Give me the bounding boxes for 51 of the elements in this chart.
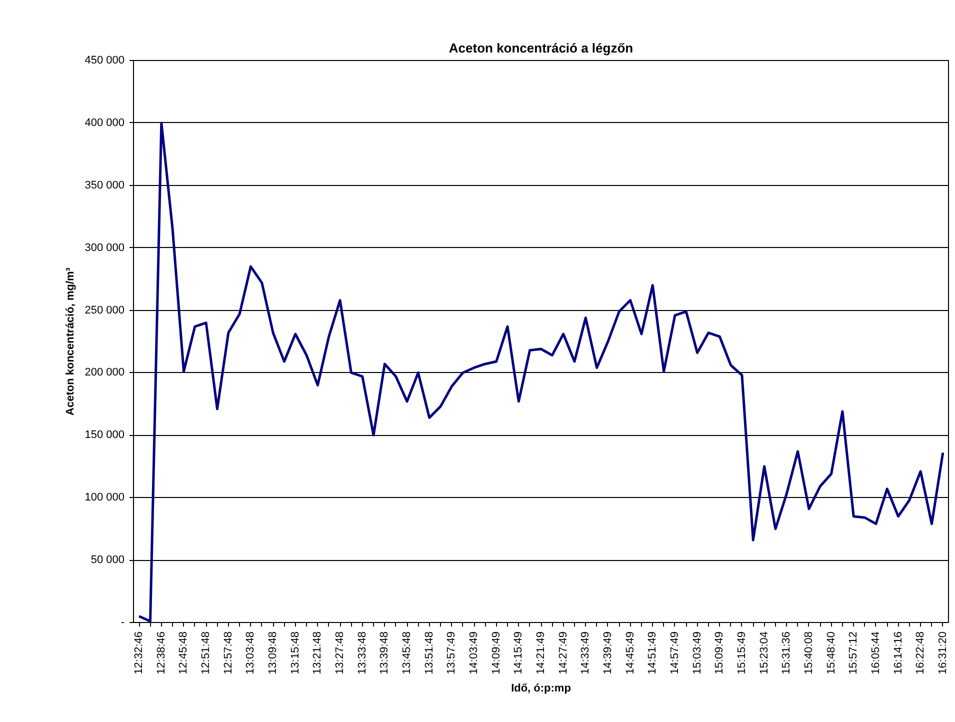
y-tick-label: 300 000 bbox=[84, 242, 125, 254]
x-tick-label: 13:57:49 bbox=[446, 631, 458, 674]
x-tick-label: 15:57:12 bbox=[848, 631, 860, 674]
x-tick-label: 14:57:49 bbox=[668, 631, 681, 674]
x-tick-label: 14:39:49 bbox=[602, 631, 614, 674]
x-tick-label: 12:32:46 bbox=[133, 631, 146, 674]
y-tick-label: 400 000 bbox=[84, 116, 125, 129]
x-tick-label: 14:15:49 bbox=[512, 631, 525, 674]
x-tick-label: 14:09:49 bbox=[490, 631, 502, 674]
x-tick-label: 13:21:48 bbox=[312, 631, 324, 674]
x-axis-title: Idő, ó:p:mp bbox=[511, 682, 572, 694]
y-axis-title: Aceton koncentráció, mg/m³ bbox=[64, 267, 77, 416]
x-tick-label: 13:33:48 bbox=[356, 631, 368, 674]
x-tick-label: 14:03:49 bbox=[468, 631, 480, 674]
y-tick-label: 200 000 bbox=[84, 366, 125, 379]
x-tick-label: 14:33:49 bbox=[580, 631, 592, 674]
x-tick-label: 15:03:49 bbox=[691, 631, 704, 674]
x-tick-label: 12:51:48 bbox=[200, 631, 212, 674]
y-tick-label: 100 000 bbox=[84, 492, 125, 504]
x-tick-label: 15:09:49 bbox=[714, 631, 726, 674]
x-tick-label: 15:48:40 bbox=[825, 631, 838, 674]
y-tick-label: 50 000 bbox=[90, 554, 125, 566]
line-series bbox=[138, 122, 944, 622]
x-tick-label: 13:03:48 bbox=[244, 631, 257, 674]
x-tick-label: 15:40:08 bbox=[802, 631, 815, 674]
x-tick-label: 15:31:36 bbox=[780, 631, 793, 674]
x-tick-label: 13:15:48 bbox=[289, 631, 302, 674]
x-tick-label: 15:15:49 bbox=[736, 631, 748, 674]
x-tick-label: 16:05:44 bbox=[870, 631, 882, 674]
x-tick-label: 14:21:49 bbox=[535, 631, 547, 674]
x-tick-label: 12:57:48 bbox=[222, 631, 234, 674]
x-tick-label: 13:09:48 bbox=[267, 631, 280, 674]
y-tick-label: 150 000 bbox=[84, 429, 125, 442]
x-tick-label: 13:51:48 bbox=[423, 631, 436, 674]
x-tick-label: 12:38:46 bbox=[155, 631, 168, 674]
x-tick-label: 13:27:48 bbox=[334, 631, 346, 674]
x-tick-label: 14:27:49 bbox=[557, 631, 570, 674]
x-tick-label: 16:14:16 bbox=[892, 631, 904, 674]
y-tick-label: 250 000 bbox=[84, 304, 125, 316]
y-tick-label: 450 000 bbox=[84, 54, 125, 66]
x-tick-label: 13:39:48 bbox=[378, 631, 391, 674]
x-tick-label: 13:45:48 bbox=[401, 631, 414, 674]
y-tick-label: - bbox=[120, 616, 125, 628]
y-tick-label: 350 000 bbox=[84, 179, 125, 192]
x-tick-label: 12:45:48 bbox=[178, 631, 190, 674]
chart-title: Aceton koncentráció a légzőn bbox=[448, 40, 634, 56]
x-tick-label: 16:31:20 bbox=[936, 631, 949, 674]
x-tick-label: 15:23:04 bbox=[758, 631, 770, 674]
x-tick-label: 14:45:49 bbox=[624, 631, 636, 674]
x-tick-label: 14:51:49 bbox=[646, 631, 659, 674]
x-tick-label: 16:22:48 bbox=[914, 631, 927, 674]
